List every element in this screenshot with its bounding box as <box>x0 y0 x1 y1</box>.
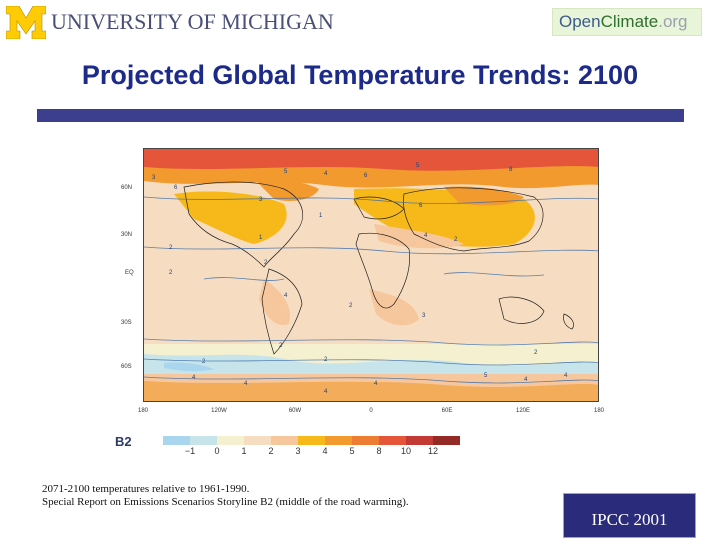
figure-caption: 2071-2100 temperatures relative to 1961-… <box>42 483 409 509</box>
source-badge: IPCC 2001 <box>563 493 696 538</box>
svg-text:4: 4 <box>424 233 428 239</box>
university-of-michigan-logo: UNIVERSITY OF MICHIGAN <box>6 5 334 39</box>
svg-text:2: 2 <box>324 357 328 363</box>
svg-text:4: 4 <box>374 381 378 387</box>
legend-tick: 12 <box>427 446 439 456</box>
svg-text:5: 5 <box>484 373 488 379</box>
legend-color-cell <box>244 436 271 445</box>
legend-tick: 4 <box>322 446 328 456</box>
lon-label-120w: 120W <box>211 408 227 414</box>
svg-text:4: 4 <box>192 375 196 381</box>
legend-tick: 3 <box>295 446 301 456</box>
logo-climate-text: Climate <box>600 12 659 31</box>
map-svg: 3 5 5 8 4 6 6 3 6 1 4 2 2 1 2 2 4 2 3 2 <box>144 149 598 401</box>
legend-tick: −1 <box>184 446 196 456</box>
svg-text:4: 4 <box>324 171 328 177</box>
legend-color-bar <box>163 436 460 445</box>
lat-label-60s: 60S <box>121 364 132 370</box>
legend-tick: 5 <box>349 446 355 456</box>
lat-label-30s: 30S <box>121 320 132 326</box>
logo-org-text: .org <box>658 12 688 31</box>
svg-text:4: 4 <box>284 293 288 299</box>
svg-text:2: 2 <box>349 303 353 309</box>
legend-color-cell <box>352 436 379 445</box>
lon-label-120e: 120E <box>515 408 531 414</box>
legend-title: B2 <box>115 434 132 449</box>
lon-label-0: 0 <box>369 408 373 414</box>
openclimate-logo: Open Climate .org <box>552 8 702 36</box>
lon-label-180e: 180 <box>593 408 605 414</box>
svg-text:2: 2 <box>169 270 173 276</box>
svg-text:4: 4 <box>324 389 328 395</box>
svg-text:3: 3 <box>422 313 426 319</box>
svg-text:6: 6 <box>364 173 368 179</box>
title-divider-bar <box>37 109 684 122</box>
svg-text:5: 5 <box>284 169 288 175</box>
caption-line-1: 2071-2100 temperatures relative to 1961-… <box>42 483 250 495</box>
temperature-map: 60N 30N EQ 30S 60S <box>112 140 605 420</box>
legend-color-cell <box>325 436 352 445</box>
block-m-icon <box>6 5 46 39</box>
legend-color-cell <box>217 436 244 445</box>
lon-label-60e: 60E <box>441 408 453 414</box>
logo-open-text: Open <box>559 12 601 31</box>
map-plot-area: 3 5 5 8 4 6 6 3 6 1 4 2 2 1 2 2 4 2 3 2 <box>143 148 599 402</box>
lat-label-30n: 30N <box>121 232 133 238</box>
svg-text:6: 6 <box>419 203 423 209</box>
legend-tick: 10 <box>400 446 412 456</box>
svg-text:2: 2 <box>279 343 283 349</box>
svg-text:5: 5 <box>416 163 420 169</box>
slide-title: Projected Global Temperature Trends: 210… <box>81 60 639 90</box>
svg-text:8: 8 <box>509 167 513 173</box>
legend-tick: 1 <box>241 446 247 456</box>
svg-text:4: 4 <box>564 373 568 379</box>
svg-text:3: 3 <box>259 197 263 203</box>
legend-color-cell <box>271 436 298 445</box>
legend-tick: 2 <box>268 446 274 456</box>
legend-color-cell <box>163 436 190 445</box>
legend-color-cell <box>379 436 406 445</box>
svg-text:1: 1 <box>259 235 263 241</box>
svg-text:6: 6 <box>174 185 178 191</box>
lat-label-eq: EQ <box>125 270 134 276</box>
lon-label-180w: 180 <box>137 408 149 414</box>
svg-text:2: 2 <box>534 350 538 356</box>
legend-color-cell <box>298 436 325 445</box>
legend-color-cell <box>406 436 433 445</box>
svg-text:4: 4 <box>524 377 528 383</box>
svg-text:2: 2 <box>454 237 458 243</box>
svg-text:2: 2 <box>169 245 173 251</box>
lon-label-60w: 60W <box>288 408 302 414</box>
svg-text:1: 1 <box>319 213 323 219</box>
legend-tick: 0 <box>214 446 220 456</box>
color-legend: B2 −1 0 1 2 3 4 5 8 10 12 <box>112 432 602 462</box>
legend-color-cell <box>190 436 217 445</box>
caption-line-2: Special Report on Emissions Scenarios St… <box>42 496 409 508</box>
svg-text:2: 2 <box>202 359 206 365</box>
svg-text:4: 4 <box>244 381 248 387</box>
svg-text:3: 3 <box>152 175 156 181</box>
lat-label-60n: 60N <box>121 185 133 191</box>
legend-tick: 8 <box>376 446 382 456</box>
university-name: UNIVERSITY OF MICHIGAN <box>51 9 334 34</box>
legend-color-cell <box>433 436 460 445</box>
svg-text:2: 2 <box>264 260 268 266</box>
